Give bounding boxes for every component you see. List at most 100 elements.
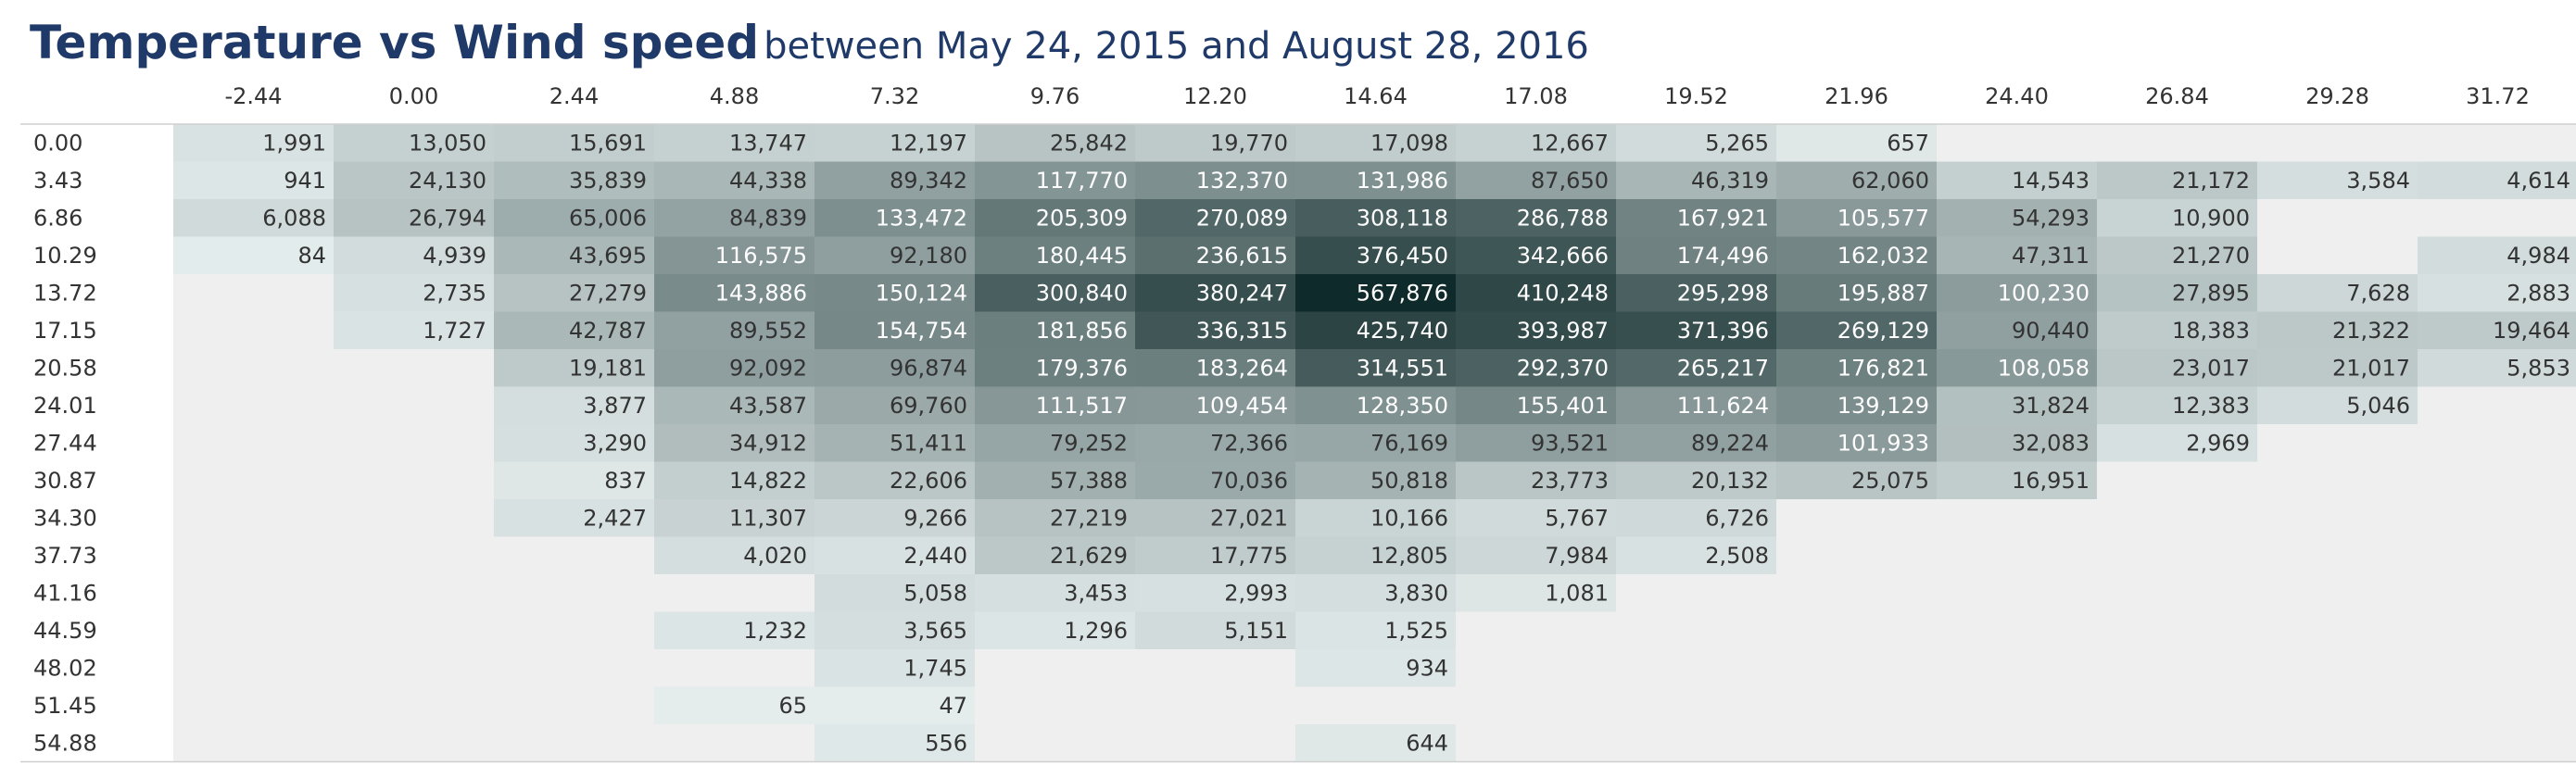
heatmap-cell xyxy=(1937,424,2097,462)
heatmap-cell xyxy=(1295,461,1456,499)
heatmap-cell-label: 42,787 xyxy=(569,318,647,344)
heatmap-cell-label: 265,217 xyxy=(1677,355,1769,381)
heatmap-cell xyxy=(2257,386,2418,424)
x-tick-label: 9.76 xyxy=(1030,83,1080,109)
heatmap-cell-label: 57,388 xyxy=(1050,468,1128,494)
heatmap-cell-label: 131,986 xyxy=(1357,168,1448,194)
heatmap-cell-label: 17,098 xyxy=(1370,130,1448,156)
heatmap-cell xyxy=(654,236,814,274)
heatmap-cell-label: 79,252 xyxy=(1050,430,1128,456)
heatmap-cell-label: 380,247 xyxy=(1196,280,1288,306)
heatmap-cell-label: 17,775 xyxy=(1210,543,1288,569)
heatmap-cell xyxy=(1135,161,1295,199)
heatmap-cell xyxy=(814,611,975,649)
heatmap-cell xyxy=(654,686,814,724)
heatmap-cell-label: 21,270 xyxy=(2172,243,2250,269)
heatmap-cell-label: 111,517 xyxy=(1036,393,1128,419)
heatmap-cell xyxy=(334,124,494,162)
heatmap-cell-label: 10,900 xyxy=(2172,205,2250,231)
heatmap-cell-label: 425,740 xyxy=(1357,318,1448,344)
heatmap-cell xyxy=(334,274,494,312)
x-tick-label: 19.52 xyxy=(1664,83,1728,109)
heatmap-cell xyxy=(654,499,814,537)
heatmap-cell xyxy=(654,461,814,499)
heatmap-cell xyxy=(654,424,814,462)
heatmap-cell-label: 1,991 xyxy=(262,130,326,156)
heatmap-cell xyxy=(1135,124,1295,162)
heatmap-cell xyxy=(1135,574,1295,612)
heatmap-cell-label: 567,876 xyxy=(1357,280,1448,306)
y-tick-label: 44.59 xyxy=(33,618,97,644)
heatmap-cell-label: 14,822 xyxy=(729,468,807,494)
heatmap-cell-label: 3,584 xyxy=(2346,168,2410,194)
heatmap-cell xyxy=(334,199,494,237)
heatmap-cell xyxy=(814,649,975,687)
heatmap-cell xyxy=(1135,199,1295,237)
heatmap-cell-label: 5,046 xyxy=(2346,393,2410,419)
heatmap-cell-label: 26,794 xyxy=(409,205,486,231)
heatmap-cell-label: 32,083 xyxy=(2012,430,2090,456)
heatmap-cell xyxy=(1937,274,2097,312)
heatmap-cell-label: 292,370 xyxy=(1517,355,1609,381)
heatmap-cell-label: 25,842 xyxy=(1050,130,1128,156)
heatmap-cell-label: 1,727 xyxy=(423,318,486,344)
heatmap-cell-label: 132,370 xyxy=(1196,168,1288,194)
heatmap-cell xyxy=(975,349,1135,387)
heatmap-cell xyxy=(334,311,494,349)
y-tick-label: 34.30 xyxy=(33,505,97,531)
heatmap-cell-label: 19,464 xyxy=(2493,318,2570,344)
y-tick-label: 27.44 xyxy=(33,430,97,456)
heatmap-cell xyxy=(1456,386,1616,424)
heatmap-cell xyxy=(494,161,654,199)
heatmap-cell-label: 2,735 xyxy=(423,280,486,306)
heatmap-cell xyxy=(975,311,1135,349)
heatmap-cell xyxy=(173,124,334,162)
heatmap-cell-label: 183,264 xyxy=(1196,355,1288,381)
heatmap-cell-label: 43,695 xyxy=(569,243,647,269)
heatmap-cell-label: 6,088 xyxy=(262,205,326,231)
heatmap-cell xyxy=(814,536,975,574)
heatmap-cell-label: 180,445 xyxy=(1036,243,1128,269)
heatmap-cell-label: 35,839 xyxy=(569,168,647,194)
heatmap-cell-label: 941 xyxy=(284,168,326,194)
heatmap-cell xyxy=(1456,574,1616,612)
heatmap-cell-label: 3,290 xyxy=(583,430,647,456)
heatmap-cell-label: 27,895 xyxy=(2172,280,2250,306)
heatmap-cell xyxy=(2097,199,2257,237)
heatmap-cell xyxy=(814,499,975,537)
x-tick-label: 4.88 xyxy=(710,83,759,109)
heatmap-cell xyxy=(1616,311,1776,349)
heatmap-cell xyxy=(1135,311,1295,349)
heatmap-cell-label: 5,151 xyxy=(1224,618,1288,644)
heatmap-cell-label: 410,248 xyxy=(1517,280,1609,306)
heatmap-cell-label: 13,050 xyxy=(409,130,486,156)
heatmap-cell-label: 657 xyxy=(1887,130,1929,156)
heatmap-cell xyxy=(1776,236,1937,274)
heatmap-cell-label: 4,614 xyxy=(2507,168,2570,194)
y-tick-label: 3.43 xyxy=(33,168,82,194)
heatmap-cell xyxy=(1295,649,1456,687)
heatmap-cell xyxy=(975,386,1135,424)
heatmap-cell xyxy=(1135,349,1295,387)
heatmap-cell-label: 174,496 xyxy=(1677,243,1769,269)
heatmap-cell xyxy=(1776,311,1937,349)
y-tick-label: 6.86 xyxy=(33,205,82,231)
heatmap-cell-label: 4,020 xyxy=(743,543,807,569)
x-tick-label: 17.08 xyxy=(1504,83,1568,109)
heatmap-cell-label: 12,667 xyxy=(1531,130,1609,156)
heatmap-cell xyxy=(1937,311,2097,349)
heatmap-cell xyxy=(654,199,814,237)
heatmap-cell-label: 47 xyxy=(939,693,967,719)
heatmap-cell-label: 18,383 xyxy=(2172,318,2250,344)
heatmap-cell xyxy=(814,199,975,237)
heatmap-cell-label: 96,874 xyxy=(890,355,967,381)
heatmap-cell xyxy=(1456,236,1616,274)
heatmap-cell xyxy=(814,161,975,199)
heatmap-cell xyxy=(1776,386,1937,424)
heatmap-cell xyxy=(1776,424,1937,462)
heatmap-cell xyxy=(1616,536,1776,574)
heatmap-cell-label: 27,021 xyxy=(1210,505,1288,531)
heatmap-cell-label: 51,411 xyxy=(890,430,967,456)
heatmap-cell-label: 295,298 xyxy=(1677,280,1769,306)
y-tick-label: 41.16 xyxy=(33,580,97,606)
